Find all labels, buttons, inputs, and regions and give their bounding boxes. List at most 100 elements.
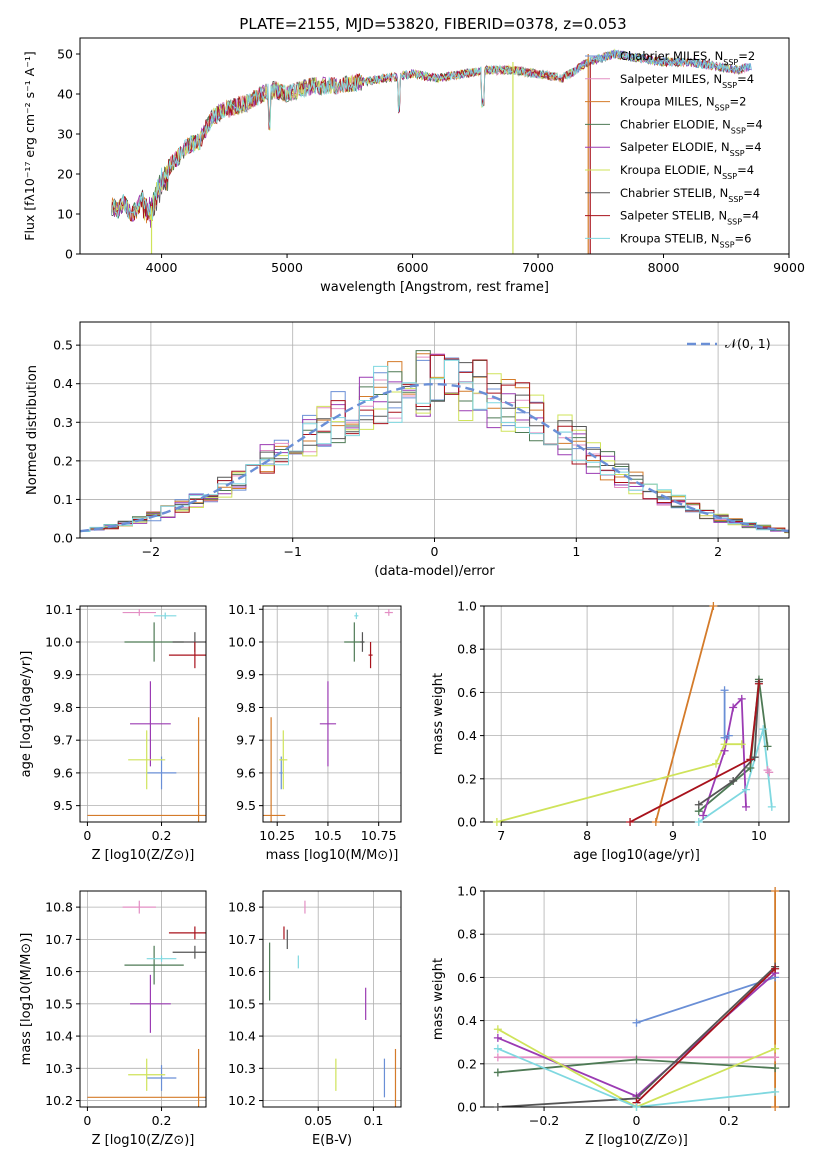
x-tick-label: 0 [83, 1113, 91, 1128]
mass-weight-marker [746, 755, 755, 764]
mass-weight-marker [720, 740, 729, 749]
residual-histogram-step [80, 359, 789, 532]
y-tick-label: 1.0 [457, 884, 477, 899]
legend-entry-label: Chabrier STELIB, NSSP=4 [620, 186, 760, 204]
y-tick-label: 9.8 [236, 700, 256, 715]
massweight_vs_age-plot-area [496, 606, 773, 822]
x-tick-label: 1 [572, 544, 580, 559]
y-tick-label: 0.4 [457, 1013, 477, 1028]
mass-weight-marker [771, 1064, 780, 1073]
figure-title: PLATE=2155, MJD=53820, FIBERID=0378, z=0… [239, 15, 626, 33]
y-tick-label: 10.8 [228, 900, 256, 915]
spectrum-plot-area [111, 48, 752, 254]
mass-weight-line [698, 681, 760, 806]
mass-weight-marker [742, 785, 751, 794]
mass-weight-marker [771, 1044, 780, 1053]
mass-weight-marker [493, 1025, 502, 1034]
massweight_vs_Z-xlabel: Z [log10(Z/Z⊙)] [585, 1133, 688, 1148]
mass-weight-marker [759, 725, 768, 734]
y-tick-label: 20 [57, 167, 73, 182]
mass-weight-marker [694, 818, 703, 826]
residuals-plot-area [80, 350, 789, 534]
mass-weight-marker [763, 742, 772, 751]
mass_vs_EBV-panel: 0.05 0.1 10.2 10.3 10.4 10.5 10.6 10.7 10.8 E(B-V… [228, 890, 402, 1148]
y-tick-label: 10.0 [228, 635, 256, 650]
y-tick-label: 30 [57, 127, 73, 142]
x-tick-label: −2 [142, 544, 160, 559]
x-tick-label: 0 [83, 828, 91, 843]
y-tick-label: 0.8 [457, 927, 477, 942]
y-tick-label: 9.7 [53, 733, 73, 748]
mass_vs_Z-plot-area [87, 900, 206, 1107]
y-tick-label: 9.6 [53, 765, 73, 780]
mass-weight-line [654, 606, 715, 822]
y-tick-label: 10.4 [228, 1029, 256, 1044]
x-tick-label: 0.2 [152, 828, 172, 843]
y-tick-label: 0.2 [457, 771, 477, 786]
mass-weight-marker [771, 1087, 780, 1096]
y-tick-label: 0.6 [457, 685, 477, 700]
legend-entry-label: Chabrier ELODIE, NSSP=4 [620, 117, 763, 135]
massweight_vs_age-panel: 7 8 9 10 0.0 0.2 0.4 0.6 0.8 1.0 age [log10(age/yr… [431, 599, 790, 863]
x-tick-label: 10.25 [259, 828, 295, 843]
y-tick-label: 9.6 [236, 765, 256, 780]
spectrum-panel: 4000 5000 6000 7000 8000 9000 0 10 20 30 40 50 wavel… [22, 37, 805, 295]
mass_vs_Z-frame [79, 890, 207, 1108]
residual-histogram-step [80, 354, 789, 533]
y-tick-label: 10.2 [228, 1093, 256, 1108]
normal-legend-label: 𝒩(0, 1) [725, 336, 771, 351]
mass-weight-line [698, 728, 773, 822]
mass_vs_Z-panel: 0 0.2 10.2 10.3 10.4 10.5 10.6 10.7 10.8 Z [log10… [19, 890, 207, 1148]
residuals-ylabel: Normed distribution [25, 365, 40, 495]
mass-weight-marker [724, 731, 733, 740]
mass-weight-marker [720, 686, 729, 695]
age_vs_mass-xlabel: mass [log10(M/M⊙)] [266, 848, 399, 863]
mass-weight-marker [771, 1103, 780, 1111]
mass-weight-marker [711, 759, 720, 768]
mass-weight-line [629, 683, 760, 822]
y-tick-label: 10.1 [228, 602, 256, 617]
age_vs_mass-frame [262, 605, 402, 823]
residuals-xlabel: (data-model)/error [374, 564, 495, 579]
x-tick-label: 0.2 [719, 1113, 739, 1128]
y-tick-label: 0.2 [53, 453, 73, 468]
mass-weight-marker [626, 818, 635, 826]
y-tick-label: 40 [57, 87, 73, 102]
x-tick-label: 9 [669, 828, 677, 843]
x-tick-label: 7 [497, 828, 505, 843]
x-tick-label: 0.2 [152, 1113, 172, 1128]
x-tick-label: 0 [633, 1113, 641, 1128]
y-tick-label: 10 [57, 207, 73, 222]
y-tick-label: 9.7 [236, 733, 256, 748]
age_vs_mass-plot-area [263, 609, 393, 822]
massweight_vs_age-frame [483, 605, 790, 823]
y-tick-label: 0.5 [53, 338, 73, 353]
spectrum-ylabel: Flux [fλ10⁻¹⁷ erg cm⁻² s⁻¹ A⁻¹] [22, 51, 37, 240]
mass-weight-marker [729, 703, 738, 712]
mass-weight-marker [737, 694, 746, 703]
mass-weight-line [636, 976, 776, 1024]
mass-weight-marker [771, 964, 780, 973]
age_vs_mass-panel: 10.25 10.5 10.75 9.5 9.6 9.7 9.8 9.9 10.0 10.1 mas… [228, 602, 402, 863]
mass-weight-marker [765, 768, 774, 777]
age_vs_Z-ylabel: age [log10(age/yr)] [19, 651, 34, 778]
mass-weight-marker [493, 1044, 502, 1053]
mass_vs_Z-ylabel: mass [log10(M/M⊙)] [19, 933, 34, 1066]
y-tick-label: 0.8 [457, 642, 477, 657]
mass-weight-marker [754, 679, 763, 688]
massweight_vs_Z-ylabel: mass weight [431, 958, 446, 1040]
x-tick-label: 0.1 [363, 1113, 383, 1128]
y-tick-label: 10.7 [45, 932, 73, 947]
spectrum-legend: Chabrier MILES, NSSP=2 Salpeter MILES, NS… [585, 49, 763, 249]
legend-entry-label: Salpeter MILES, NSSP=4 [620, 72, 754, 90]
x-tick-label: −0.2 [529, 1113, 559, 1128]
y-tick-label: 10.7 [228, 932, 256, 947]
x-tick-label: 6000 [397, 260, 429, 275]
y-tick-label: 0.1 [53, 492, 73, 507]
age_vs_Z-frame [79, 605, 207, 823]
y-tick-label: 10.5 [228, 996, 256, 1011]
x-tick-label: 10 [751, 828, 767, 843]
mass-weight-marker [694, 800, 703, 809]
mass-weight-marker [493, 1068, 502, 1077]
y-tick-label: 0 [65, 247, 73, 262]
